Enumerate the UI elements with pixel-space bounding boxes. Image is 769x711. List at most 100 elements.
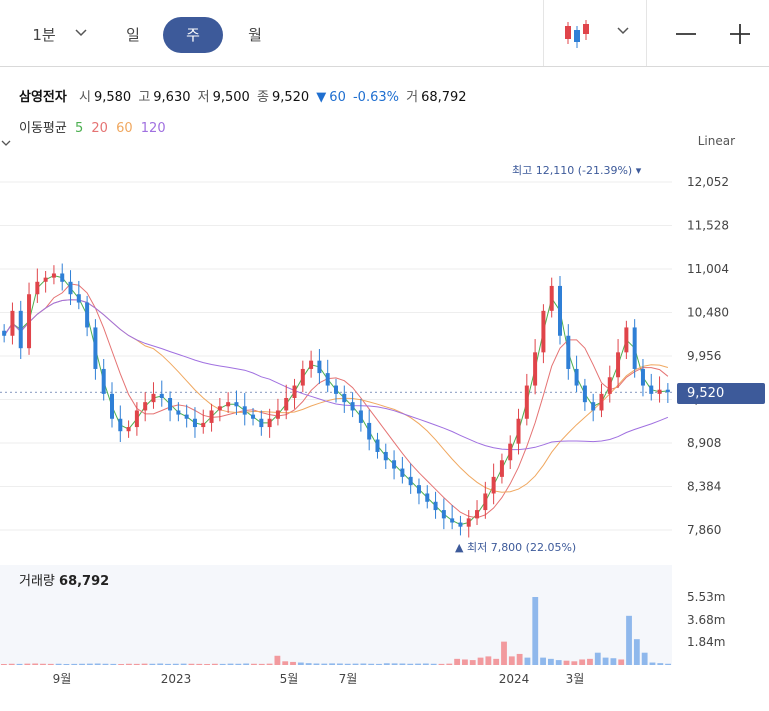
- candle-body: [383, 451, 388, 461]
- candle-body: [408, 476, 413, 486]
- volume-bar: [157, 663, 164, 665]
- candle-body: [118, 418, 123, 432]
- scale-selector[interactable]: Linear: [697, 134, 735, 148]
- candle-body: [217, 406, 222, 411]
- volume-bar: [71, 663, 78, 665]
- candle-body: [168, 398, 173, 411]
- plus-icon[interactable]: [720, 14, 760, 54]
- candle-body: [475, 510, 480, 519]
- timeframe-month[interactable]: 월: [248, 26, 262, 44]
- volume-bar: [172, 663, 179, 665]
- volume-title-label: 거래량: [19, 574, 55, 589]
- candle-body: [10, 310, 15, 336]
- high-label: 고: [138, 90, 151, 105]
- candle-body: [159, 393, 164, 399]
- candle-body: [416, 485, 421, 494]
- candle-body: [51, 273, 56, 278]
- low-annotation: ▲ 최저 7,800 (22.05%): [455, 541, 576, 554]
- ma-5: 5: [74, 121, 84, 136]
- candle-body: [640, 368, 645, 386]
- time-tick-label: 2024: [499, 672, 530, 686]
- volume-title-value: 68,792: [59, 574, 110, 589]
- candle-body: [607, 377, 612, 394]
- candle-body: [558, 285, 562, 336]
- candle-body: [60, 273, 65, 282]
- volume-axis: 5.53m 3.68m 1.84m: [687, 590, 725, 649]
- volume-title: 거래량 68,792: [19, 570, 109, 589]
- candle-body: [110, 393, 114, 419]
- volume-bar: [665, 663, 671, 665]
- timeframe-day[interactable]: 일: [126, 26, 140, 44]
- candle-body: [242, 406, 247, 415]
- ma-120: 120: [140, 121, 166, 136]
- candle-body: [649, 385, 654, 394]
- volume-bar: [633, 639, 640, 665]
- volume-bar: [516, 653, 523, 665]
- volume-background: [0, 565, 672, 665]
- candle-body: [251, 414, 256, 419]
- candle-body: [76, 294, 81, 303]
- time-axis: 9월 2023 5월 7월 2024 3월: [53, 672, 585, 686]
- volume-bar: [360, 663, 367, 665]
- candle-body: [350, 402, 355, 411]
- volume-bar: [649, 662, 656, 665]
- volume-bar: [79, 663, 85, 665]
- candle-body: [126, 427, 131, 432]
- candle-body: [101, 368, 106, 394]
- volume-bar: [438, 663, 445, 665]
- volume-bar: [126, 663, 132, 665]
- minus-icon[interactable]: [666, 14, 706, 54]
- timeframe-week[interactable]: 주: [163, 17, 223, 53]
- volume-bar: [626, 615, 632, 665]
- volume-bar: [321, 663, 328, 665]
- timeframe-1min[interactable]: 1분: [32, 26, 56, 44]
- candle-body: [176, 410, 181, 415]
- volume-bar: [430, 663, 437, 665]
- price-tick-label: 8,908: [687, 436, 721, 450]
- candle-body: [524, 385, 529, 419]
- chevron-down-icon[interactable]: [0, 137, 12, 149]
- chevron-down-icon[interactable]: [74, 26, 88, 40]
- candle-body: [425, 493, 430, 502]
- candle-body: [18, 310, 23, 349]
- candle-body: [43, 277, 48, 282]
- volume-bar: [149, 663, 156, 665]
- price-axis: 12,05211,52811,00410,4809,9569,4328,9088…: [687, 175, 729, 537]
- candle-body: [624, 327, 629, 353]
- volume-bar: [383, 663, 390, 665]
- candle-body: [499, 460, 504, 477]
- volume-bar: [555, 660, 562, 665]
- moving-average-legend[interactable]: 이동평균 5 20 60 120: [19, 117, 170, 136]
- candle-body: [134, 410, 139, 428]
- candle-body: [201, 422, 206, 428]
- candle-body: [665, 389, 670, 393]
- candle-body: [93, 327, 98, 369]
- volume-bar: [352, 663, 359, 665]
- candle-body: [325, 373, 330, 386]
- price-tick-label: 10,480: [687, 306, 729, 320]
- candle-body: [483, 493, 488, 511]
- ma-label: 이동평균: [19, 121, 67, 136]
- price-tick-label: 11,528: [687, 219, 729, 233]
- chevron-down-icon[interactable]: [616, 24, 630, 38]
- volume-bar: [313, 663, 320, 665]
- candle-body: [657, 389, 662, 394]
- down-arrow-icon: ▼: [316, 90, 327, 105]
- volume-bar: [219, 663, 226, 665]
- candle-body: [68, 281, 73, 295]
- volume-tick-label: 3.68m: [687, 613, 725, 627]
- volume-bar: [1, 664, 7, 665]
- volume-bar: [407, 663, 414, 665]
- toolbar: 1분 일 주 월: [0, 0, 769, 67]
- candle-body: [284, 398, 289, 411]
- volume-bar: [446, 663, 453, 665]
- volume-bar: [55, 663, 62, 665]
- candlestick-icon[interactable]: [560, 16, 600, 56]
- volume-label: 거: [406, 90, 419, 105]
- volume-value: 68,792: [421, 90, 467, 105]
- volume-bar: [579, 659, 586, 665]
- stock-name: 삼영전자: [19, 90, 67, 105]
- volume-bar: [133, 663, 140, 665]
- candle-body: [400, 468, 405, 477]
